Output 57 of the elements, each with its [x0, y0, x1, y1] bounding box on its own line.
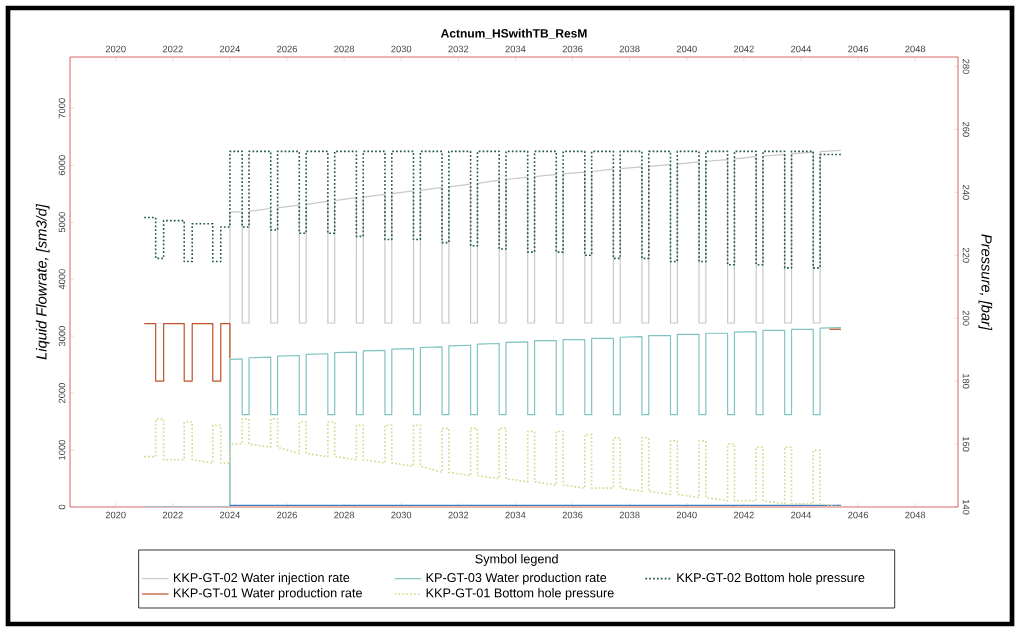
line-series: [143, 150, 842, 269]
x-tick-label: 2044: [791, 511, 812, 519]
y2-tick-label: 240: [962, 184, 970, 200]
x2-tick-label: 2048: [905, 45, 926, 53]
x-tick-label: 2026: [277, 511, 297, 519]
x-tick-label: 2048: [905, 511, 926, 519]
y-tick-label: 7000: [58, 98, 66, 119]
x-tick-label: 2024: [219, 511, 240, 519]
y-tick-label: 5000: [58, 212, 66, 233]
x-tick-label: 2032: [448, 511, 469, 519]
legend-label: KKP-GT-02 Bottom hole pressure: [677, 572, 865, 585]
x-tick-label: 2038: [619, 511, 640, 519]
legend-label: KP-GT-03 Water production rate: [426, 572, 607, 585]
y2-axis-title: Pressure, [bar]: [978, 234, 993, 331]
legend-label: KKP-GT-01 Bottom hole pressure: [426, 588, 614, 600]
x2-tick-label: 2026: [277, 45, 297, 53]
y-tick-label: 1000: [58, 440, 66, 460]
x2-tick-label: 2044: [791, 45, 812, 53]
x2-tick-label: 2040: [676, 45, 697, 53]
x-tick-label: 2040: [676, 511, 697, 519]
x2-tick-label: 2030: [391, 45, 412, 53]
x2-tick-label: 2024: [219, 45, 240, 53]
x2-tick-label: 2042: [733, 45, 754, 53]
y-tick-label: 6000: [58, 155, 66, 176]
y2-tick-label: 140: [962, 499, 970, 515]
legend-title: Symbol legend: [475, 554, 558, 566]
y-tick-label: 2000: [58, 383, 66, 403]
legend-label: KKP-GT-02 Water injection rate: [173, 572, 350, 585]
x-tick-label: 2028: [334, 511, 355, 519]
legend-label: KKP-GT-01 Water production rate: [173, 588, 362, 600]
y2-tick-label: 180: [962, 374, 970, 389]
x2-tick-label: 2028: [334, 45, 355, 53]
y-tick-label: 0: [58, 504, 66, 510]
x-tick-label: 2030: [391, 511, 412, 519]
x2-tick-label: 2020: [105, 45, 126, 53]
y2-tick-label: 220: [962, 247, 970, 263]
x2-tick-label: 2046: [848, 45, 869, 53]
y2-tick-label: 280: [962, 59, 970, 74]
y2-tick-label: 160: [962, 436, 970, 452]
x-tick-label: 2020: [105, 511, 126, 519]
chart-title: Actnum_HSwithTB_ResM: [440, 28, 587, 39]
y-tick-label: 3000: [58, 326, 66, 347]
x-tick-label: 2042: [733, 511, 754, 519]
y2-tick-label: 260: [962, 122, 970, 137]
line-series: [143, 418, 842, 507]
x2-tick-label: 2036: [562, 45, 583, 53]
y-tick-label: 4000: [58, 269, 66, 290]
x2-tick-label: 2022: [162, 45, 183, 53]
x2-tick-label: 2034: [505, 45, 526, 53]
y-axis-title: Liquid Flowrate, [sm3/d]: [35, 203, 50, 360]
x-tick-label: 2036: [562, 511, 583, 519]
x-tick-label: 2022: [162, 511, 183, 519]
y2-tick-label: 200: [962, 310, 970, 326]
x2-tick-label: 2038: [619, 45, 640, 53]
x-tick-label: 2046: [848, 511, 869, 519]
x2-tick-label: 2032: [448, 45, 469, 53]
x-tick-label: 2034: [505, 511, 526, 519]
